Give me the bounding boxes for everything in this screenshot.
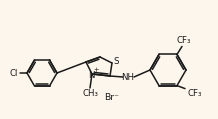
Text: NH: NH — [121, 74, 135, 82]
Text: CF₃: CF₃ — [177, 36, 191, 45]
Text: +: + — [93, 67, 99, 73]
Text: CF₃: CF₃ — [187, 89, 201, 98]
Text: Cl: Cl — [10, 69, 18, 77]
Text: Br⁻: Br⁻ — [104, 94, 119, 102]
Text: S: S — [113, 57, 119, 65]
Text: N: N — [88, 72, 94, 80]
Text: CH₃: CH₃ — [82, 89, 98, 97]
